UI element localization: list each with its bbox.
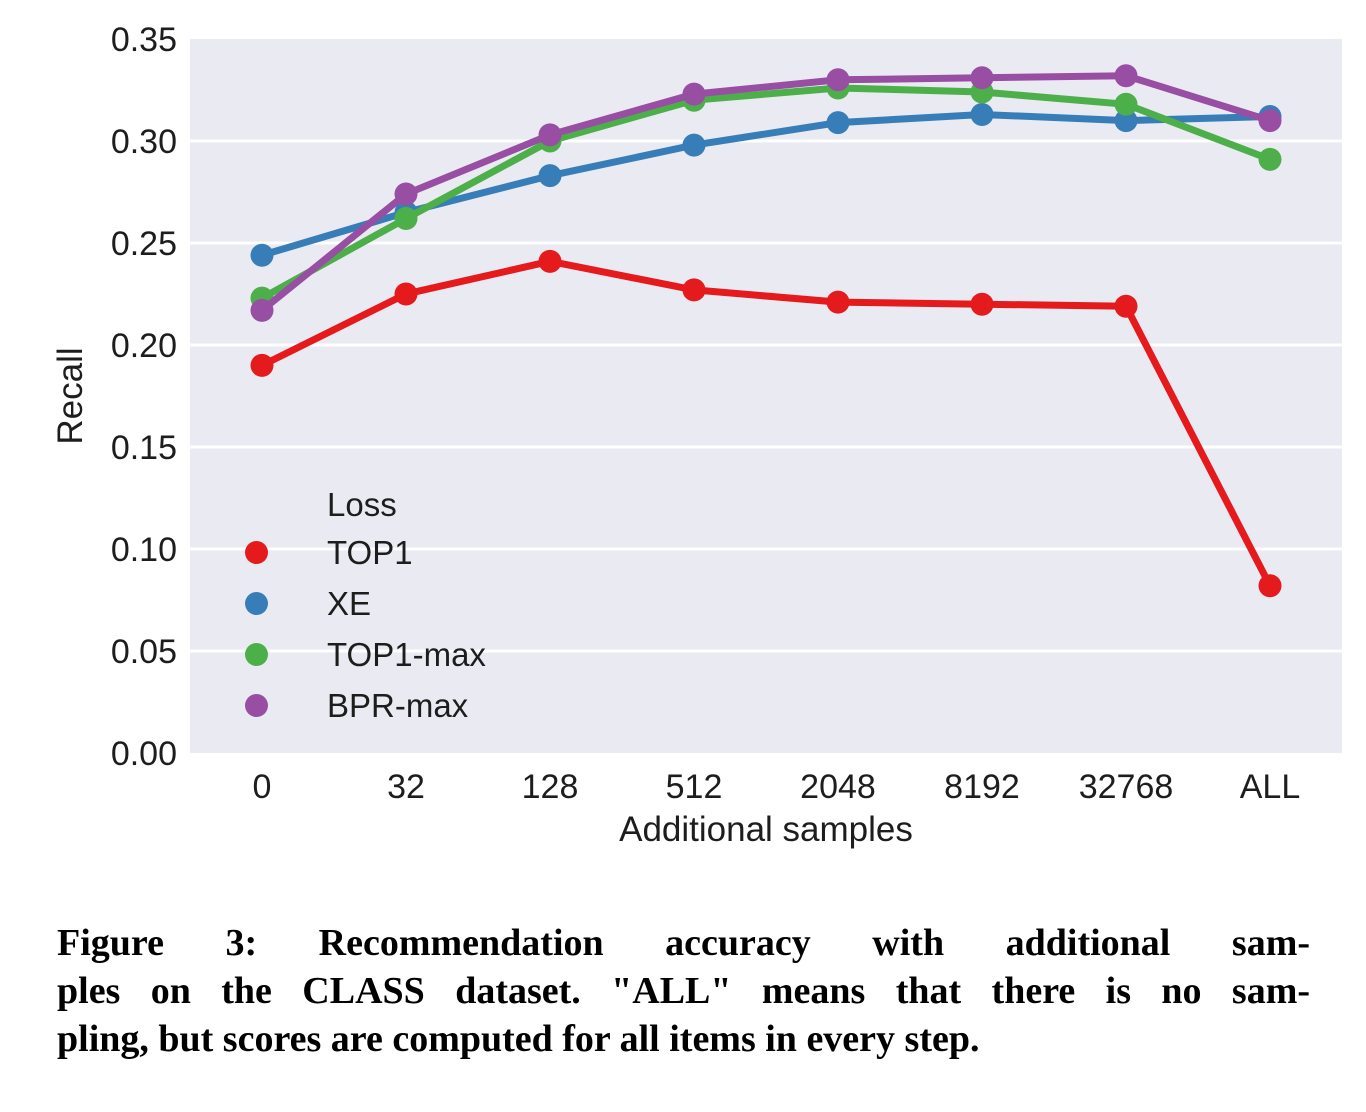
xe-marker-icon bbox=[245, 592, 268, 615]
data-point-BPR-max bbox=[538, 123, 562, 147]
legend-label-top1: TOP1 bbox=[327, 533, 413, 571]
data-point-TOP1-max bbox=[394, 207, 418, 231]
bpr-max-marker-icon bbox=[245, 694, 268, 717]
data-point-BPR-max bbox=[1258, 109, 1282, 133]
x-tick-label: ALL bbox=[1240, 768, 1301, 806]
series-line-BPR-max bbox=[259, 72, 1272, 314]
y-axis-label: Recall bbox=[51, 347, 90, 444]
legend-label-top1-max: TOP1-max bbox=[327, 635, 486, 673]
x-tick-label: 0 bbox=[253, 768, 272, 806]
legend-item-xe: XE bbox=[245, 578, 486, 629]
data-point-BPR-max bbox=[682, 82, 706, 106]
top1-max-marker-icon bbox=[245, 643, 268, 666]
data-point-TOP1 bbox=[826, 290, 850, 314]
data-point-TOP1 bbox=[970, 292, 994, 316]
plot-area: 0.00 0.05 0.10 0.15 0.20 0.25 0.30 0.35 0 32 128 51… bbox=[111, 21, 1342, 806]
legend-item-bpr-max: BPR-max bbox=[245, 680, 486, 731]
data-point-TOP1 bbox=[682, 278, 706, 302]
data-point-BPR-max bbox=[250, 298, 274, 322]
data-point-XE bbox=[970, 102, 994, 126]
x-tick-label: 32 bbox=[387, 768, 425, 806]
y-tick-label: 0.35 bbox=[111, 21, 177, 59]
caption-line-1: Figure 3: Recommendation accuracy with a… bbox=[57, 922, 1310, 964]
data-point-XE bbox=[826, 111, 850, 135]
caption-line-2: ples on the CLASS dataset. "ALL" means t… bbox=[57, 970, 1310, 1012]
y-tick-label: 0.25 bbox=[111, 225, 177, 263]
legend-label-xe: XE bbox=[327, 584, 372, 622]
data-point-BPR-max bbox=[1114, 64, 1138, 88]
data-point-BPR-max bbox=[826, 68, 850, 92]
top1-marker-icon bbox=[245, 541, 268, 564]
y-tick-label: 0.20 bbox=[111, 327, 177, 365]
x-tick-label: 128 bbox=[522, 768, 579, 806]
data-point-XE bbox=[250, 243, 274, 267]
y-tick-label: 0.10 bbox=[111, 531, 177, 569]
data-point-TOP1 bbox=[394, 282, 418, 306]
legend-label-bpr-max: BPR-max bbox=[327, 686, 469, 724]
data-point-XE bbox=[1114, 109, 1138, 133]
recall-line-chart: 0.00 0.05 0.10 0.15 0.20 0.25 0.30 0.35 0 32 128 51… bbox=[51, 21, 1342, 849]
data-point-TOP1-max bbox=[1114, 92, 1138, 116]
data-point-TOP1 bbox=[538, 249, 562, 273]
data-point-TOP1 bbox=[1258, 574, 1282, 598]
figure-caption: Figure 3: Recommendation accuracy with a… bbox=[57, 919, 1310, 1063]
x-axis-label: Additional samples bbox=[619, 810, 913, 849]
data-point-TOP1 bbox=[250, 353, 274, 377]
data-point-BPR-max bbox=[394, 182, 418, 206]
x-tick-label: 32768 bbox=[1079, 768, 1174, 806]
data-point-BPR-max bbox=[970, 66, 994, 90]
plot-background bbox=[190, 39, 1342, 753]
x-tick-label: 8192 bbox=[944, 768, 1020, 806]
caption-line-3: pling, but scores are computed for all i… bbox=[57, 1018, 980, 1060]
data-point-XE bbox=[682, 133, 706, 157]
legend-item-top1-max: TOP1-max bbox=[245, 629, 486, 680]
legend: Loss TOP1 XE TOP1-max BPR-max bbox=[245, 483, 486, 731]
series-line-TOP1 bbox=[260, 257, 1274, 588]
y-tick-label: 0.15 bbox=[111, 429, 177, 467]
x-tick-label: 2048 bbox=[800, 768, 876, 806]
legend-item-top1: TOP1 bbox=[245, 527, 486, 578]
data-point-TOP1 bbox=[1114, 294, 1138, 318]
data-point-XE bbox=[538, 164, 562, 188]
series-line-TOP1-max bbox=[260, 84, 1272, 302]
legend-title: Loss bbox=[327, 486, 397, 523]
y-tick-label: 0.05 bbox=[111, 633, 177, 671]
y-tick-label: 0.00 bbox=[111, 735, 177, 773]
data-point-TOP1-max bbox=[1258, 147, 1282, 171]
y-tick-label: 0.30 bbox=[111, 123, 177, 161]
x-tick-label: 512 bbox=[666, 768, 723, 806]
